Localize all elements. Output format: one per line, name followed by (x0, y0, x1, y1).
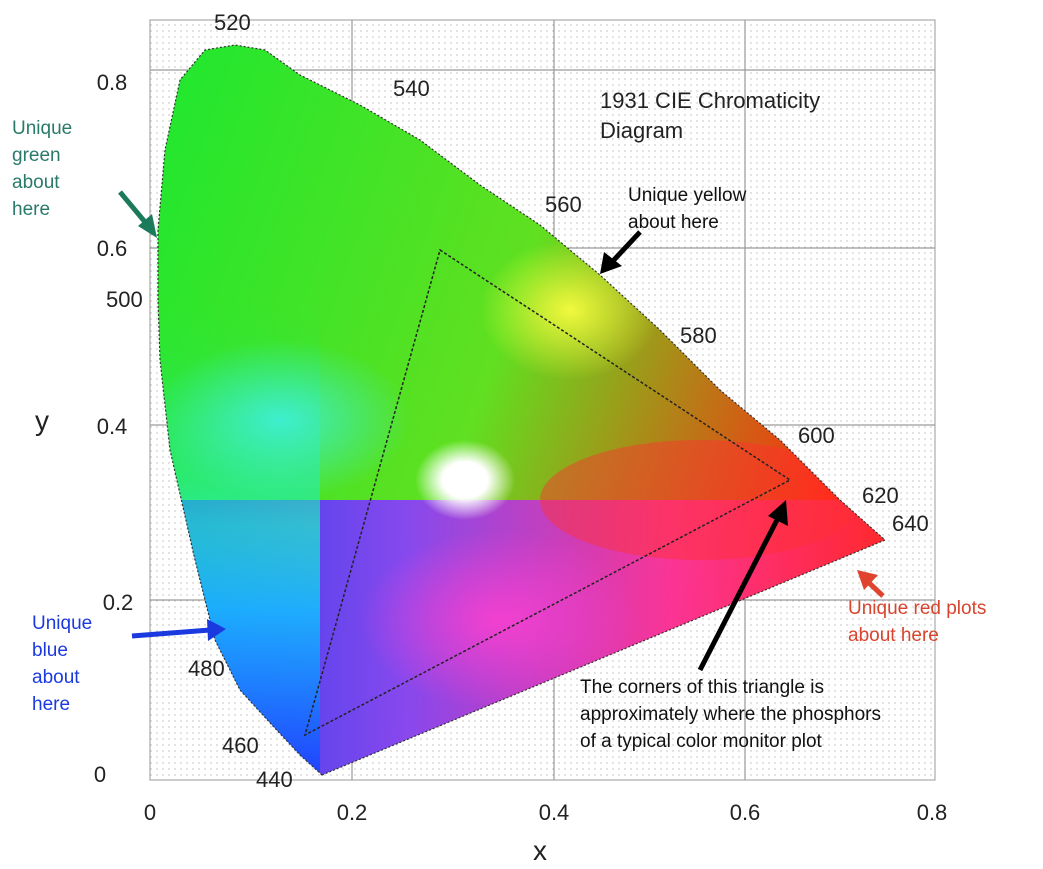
y-tick-label: 0.6 (97, 236, 128, 261)
wavelength-label-640: 640 (892, 511, 929, 536)
x-axis-label: x (533, 835, 547, 864)
red-arrow-icon (857, 570, 885, 598)
annotation-line: green (12, 145, 61, 166)
triangle-annotation: The corners of this triangle is approxim… (580, 500, 881, 752)
annotation-line: of a typical color monitor plot (580, 731, 823, 752)
annotation-line: here (12, 199, 50, 220)
wavelength-label-540: 540 (393, 76, 430, 101)
title-line-2: Diagram (600, 118, 683, 143)
annotation-line: The corners of this triangle is (580, 677, 824, 698)
y-tick-label: 0.8 (97, 70, 128, 95)
spectral-locus-outline (157, 44, 887, 776)
diagram-title: 1931 CIE Chromaticity Diagram (600, 88, 820, 143)
annotation-line: here (32, 694, 70, 715)
x-tick-label: 0 (144, 800, 156, 825)
x-tick-label: 0.8 (917, 800, 948, 825)
yellow-arrow-icon (600, 230, 642, 274)
annotation-line: Unique (32, 613, 92, 634)
wavelength-label-480: 480 (188, 656, 225, 681)
blue-arrow-icon (131, 619, 226, 641)
triangle-arrow-icon (697, 500, 788, 672)
annotation-line: Unique yellow (628, 185, 747, 206)
wavelength-label-500: 500 (106, 287, 143, 312)
annotation-line: about here (628, 212, 719, 233)
wavelength-label-600: 600 (798, 423, 835, 448)
annotation-line: Unique (12, 118, 72, 139)
wavelength-labels: 440 460 480 500 520 540 560 580 600 620 … (106, 10, 929, 792)
annotation-line: Unique red plots (848, 598, 986, 619)
wavelength-label-520: 520 (214, 10, 251, 35)
x-tick-label: 0.4 (539, 800, 570, 825)
y-tick-label: 0.2 (103, 590, 134, 615)
y-axis-label: y (35, 405, 49, 436)
wavelength-label-580: 580 (680, 323, 717, 348)
unique-green-annotation: Unique green about here (12, 118, 157, 238)
unique-red-annotation: Unique red plots about here (848, 570, 986, 646)
unique-yellow-annotation: Unique yellow about here (600, 185, 747, 274)
annotation-line: blue (32, 640, 68, 661)
green-arrow-icon (118, 190, 157, 238)
wavelength-label-460: 460 (222, 733, 259, 758)
annotation-line: about here (848, 625, 939, 646)
monitor-gamut-triangle (303, 248, 792, 737)
wavelength-label-560: 560 (545, 192, 582, 217)
x-axis-ticks: 0 0.2 0.4 0.6 0.8 (144, 800, 947, 825)
wavelength-label-440: 440 (256, 767, 293, 792)
title-line-1: 1931 CIE Chromaticity (600, 88, 820, 113)
x-tick-label: 0.2 (337, 800, 368, 825)
annotation-line: approximately where the phosphors (580, 704, 881, 725)
annotation-line: about (32, 667, 80, 688)
y-tick-label: 0.4 (97, 414, 128, 439)
unique-blue-annotation: Unique blue about here (32, 613, 226, 715)
x-tick-label: 0.6 (730, 800, 761, 825)
y-tick-label: 0 (94, 762, 106, 787)
wavelength-label-620: 620 (862, 483, 899, 508)
annotation-line: about (12, 172, 60, 193)
y-axis-ticks: 0 0.2 0.4 0.6 0.8 (94, 70, 133, 787)
